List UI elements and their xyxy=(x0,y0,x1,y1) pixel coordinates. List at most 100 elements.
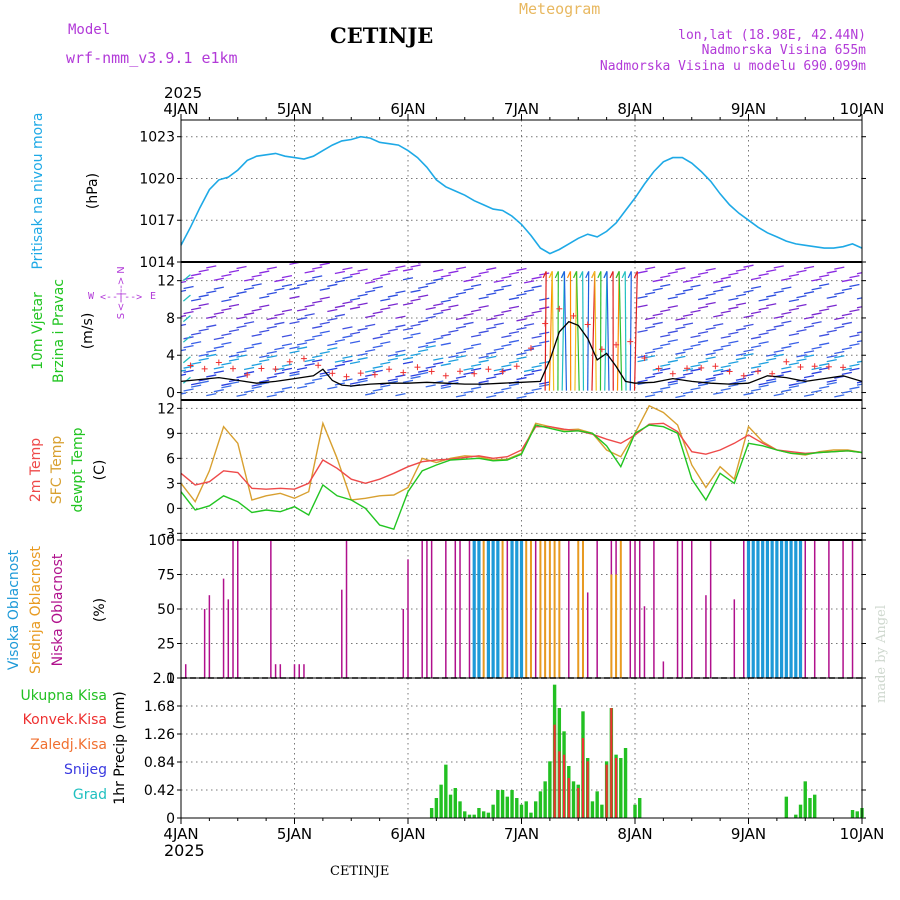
storm-arrow xyxy=(624,271,627,391)
wind-barb xyxy=(319,296,330,300)
wind-barb xyxy=(501,343,512,347)
total-precip-bar xyxy=(510,790,514,818)
wind-barb xyxy=(198,357,209,361)
wind-barb xyxy=(531,310,542,314)
wind-barb xyxy=(713,368,724,373)
wind-barb xyxy=(206,315,217,319)
wind-barb xyxy=(259,381,270,386)
wind-barb xyxy=(849,386,860,390)
wind-barb xyxy=(433,337,444,341)
wind-barb xyxy=(357,302,368,306)
wind-barb xyxy=(690,343,701,347)
wind-barb xyxy=(274,287,285,292)
wind-barb xyxy=(766,303,777,307)
y-tick-label: 0 xyxy=(166,811,175,827)
wind-barb xyxy=(372,276,383,281)
wind-barb xyxy=(781,311,792,315)
low-cloud-label: Niska Oblacnost xyxy=(50,553,66,666)
wind-barb xyxy=(758,361,769,365)
wind-barb xyxy=(743,289,754,294)
wind-barb xyxy=(455,316,467,321)
wind-barb xyxy=(418,349,429,353)
conv-precip-bar xyxy=(614,758,618,818)
y-tick-label: 100 xyxy=(148,533,175,549)
total-precip-bar xyxy=(533,801,538,818)
wind-barb xyxy=(251,342,262,346)
wind-barb xyxy=(274,346,285,351)
conv-precip-bar xyxy=(562,754,566,818)
wind-barb xyxy=(675,292,686,296)
storm-arrow-head xyxy=(566,271,572,279)
wind-barb xyxy=(849,334,860,338)
wind-barb xyxy=(342,326,353,330)
total-precip-bar xyxy=(600,804,604,818)
storm-arrow xyxy=(544,271,547,391)
wind-barb xyxy=(713,314,724,318)
wind-barb xyxy=(463,321,474,326)
temp-unit: (C) xyxy=(92,460,108,481)
wind-barb xyxy=(705,267,716,272)
wind-barb xyxy=(523,373,535,377)
wind-barb xyxy=(425,384,436,388)
year-bottom: 2025 xyxy=(164,841,205,860)
wind-barb xyxy=(645,394,656,398)
wind-barb xyxy=(531,285,542,289)
wind-barb xyxy=(682,322,694,326)
wind-barb xyxy=(243,366,255,371)
wind-barb xyxy=(198,353,209,357)
wind-barb xyxy=(357,377,368,381)
wind-barb xyxy=(243,312,255,316)
y-tick-label: 1020 xyxy=(139,171,175,187)
wind-barb xyxy=(425,340,436,345)
wind-barb xyxy=(811,312,822,316)
wind-barb xyxy=(327,386,338,390)
wind-barb xyxy=(380,298,391,302)
wind-dir-n: N xyxy=(116,266,127,273)
wind-barb xyxy=(319,262,330,266)
wind-barb xyxy=(834,316,845,321)
wind-barb xyxy=(304,279,315,283)
wind-barb xyxy=(516,356,527,360)
wind-barb xyxy=(539,306,550,310)
wind-barb xyxy=(667,305,678,309)
wind-barb xyxy=(448,270,459,274)
wind-barb xyxy=(637,379,648,383)
storm-arrow-head xyxy=(609,271,614,279)
wind-barb xyxy=(697,360,709,364)
wind-barb xyxy=(402,356,414,361)
wind-barb xyxy=(720,310,731,314)
wind-barb xyxy=(349,306,361,310)
wind-barb xyxy=(470,363,482,367)
wind-barb xyxy=(743,348,754,353)
wind-barb xyxy=(508,305,520,310)
wind-barb xyxy=(274,312,285,317)
wind-barb xyxy=(312,300,323,304)
wind-barb xyxy=(380,273,391,277)
wind-barb xyxy=(183,345,194,349)
wind-barb xyxy=(660,343,671,347)
watermark: made by Angel xyxy=(874,605,889,703)
wind-barb xyxy=(349,360,361,365)
wind-barb xyxy=(206,353,217,358)
wind-barb xyxy=(486,267,497,271)
wind-barb xyxy=(728,297,739,301)
wind-barb xyxy=(463,371,474,375)
wind-barb xyxy=(357,357,368,361)
wind-barb xyxy=(766,328,777,332)
wind-barb xyxy=(455,375,467,379)
wind-barb xyxy=(448,354,459,359)
wind-barb xyxy=(470,367,482,372)
wind-barb xyxy=(395,265,406,269)
wind-barb xyxy=(281,275,293,279)
wind-barb xyxy=(773,392,784,397)
y-tick-label: 0.42 xyxy=(144,783,175,799)
total-precip-bar xyxy=(808,798,812,818)
wind-barb xyxy=(365,323,376,328)
wind-barb xyxy=(713,289,724,293)
wind-barb xyxy=(758,273,769,277)
wind-barb xyxy=(819,283,830,287)
wind-barb xyxy=(463,312,474,317)
storm-arrow xyxy=(633,271,638,391)
wind-barb xyxy=(402,327,414,331)
wind-barb xyxy=(206,324,217,328)
